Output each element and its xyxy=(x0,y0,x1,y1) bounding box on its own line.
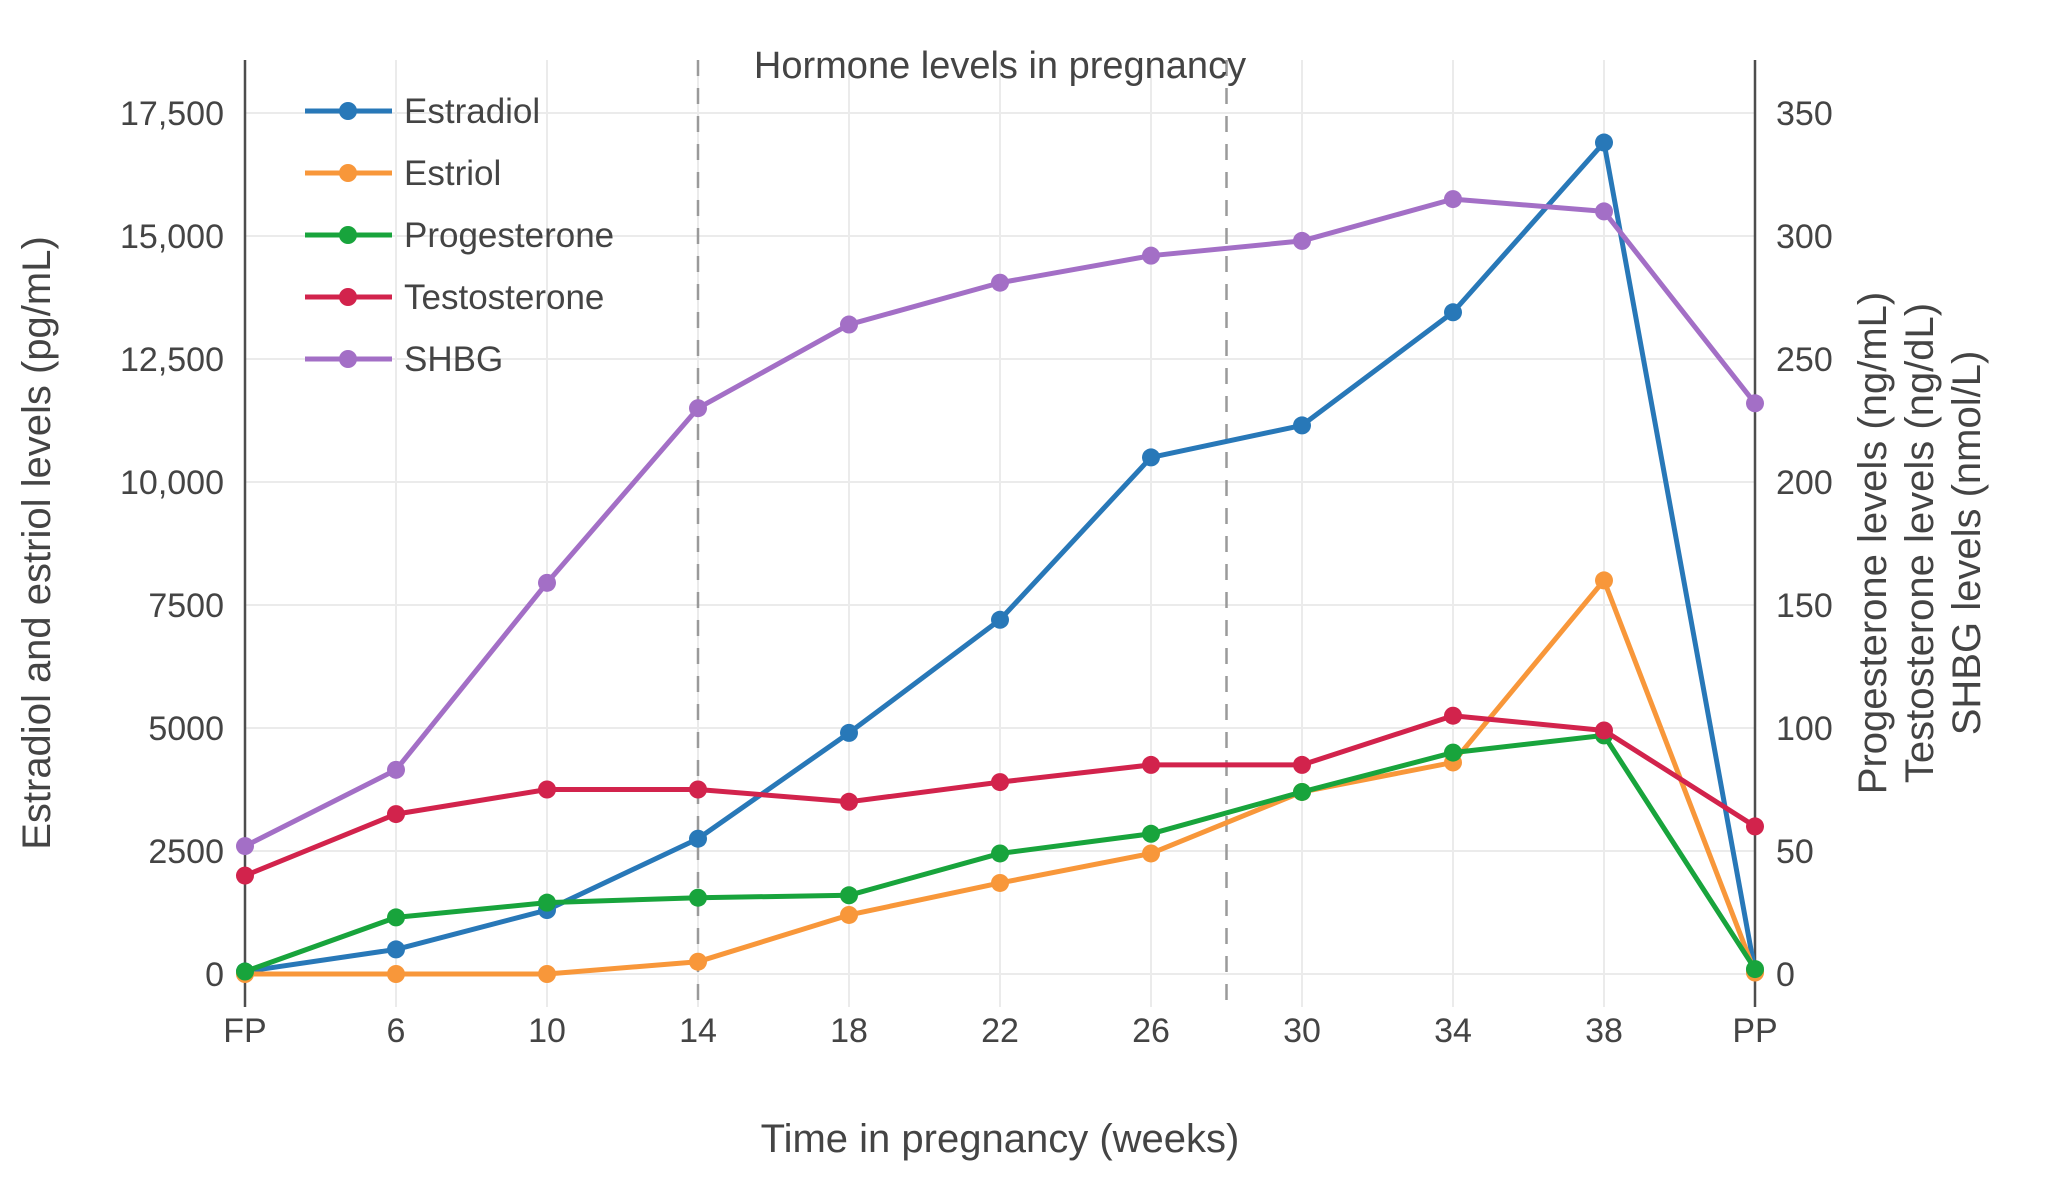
data-point-estradiol[interactable] xyxy=(1444,303,1462,322)
y-left-tick-label: 10,000 xyxy=(120,464,224,502)
data-point-shbg[interactable] xyxy=(387,760,405,779)
data-point-estriol[interactable] xyxy=(387,965,405,983)
data-point-progesterone[interactable] xyxy=(1444,743,1462,762)
y-axis-right-title-0: Progesterone levels (ng/mL) xyxy=(1851,292,1895,794)
data-point-shbg[interactable] xyxy=(991,273,1009,292)
data-point-shbg[interactable] xyxy=(538,573,556,592)
x-tick-label: FP xyxy=(223,1012,266,1050)
y-axis-right-title-1: Testosterone levels (ng/dL) xyxy=(1898,303,1942,783)
data-point-testosterone[interactable] xyxy=(1746,817,1764,836)
legend-label: Estradiol xyxy=(404,92,540,131)
data-point-progesterone[interactable] xyxy=(991,844,1009,863)
data-point-progesterone[interactable] xyxy=(1746,960,1764,979)
y-axis-right-title-2: SHBG levels (nmol/L) xyxy=(1945,351,1989,736)
x-tick-label: 22 xyxy=(981,1012,1019,1050)
data-point-shbg[interactable] xyxy=(236,837,254,856)
x-axis-title: Time in pregnancy (weeks) xyxy=(761,1117,1240,1161)
legend-marker-swatch xyxy=(339,164,357,182)
legend-label: Estriol xyxy=(404,154,501,193)
data-point-testosterone[interactable] xyxy=(538,780,556,799)
data-point-testosterone[interactable] xyxy=(1444,706,1462,725)
data-point-progesterone[interactable] xyxy=(387,908,405,927)
legend-item-shbg[interactable]: SHBG xyxy=(305,340,503,379)
data-point-shbg[interactable] xyxy=(1142,246,1160,265)
data-point-estradiol[interactable] xyxy=(689,829,707,848)
y-right-tick-label: 50 xyxy=(1776,833,1814,871)
data-point-estradiol[interactable] xyxy=(991,610,1009,629)
data-point-estriol[interactable] xyxy=(991,873,1009,892)
x-tick-label: 26 xyxy=(1132,1012,1170,1050)
y-right-tick-label: 200 xyxy=(1776,464,1833,502)
legend-item-estradiol[interactable]: Estradiol xyxy=(305,92,540,131)
x-tick-label: 18 xyxy=(830,1012,868,1050)
data-point-estriol[interactable] xyxy=(689,952,707,971)
data-point-testosterone[interactable] xyxy=(387,805,405,824)
data-point-progesterone[interactable] xyxy=(840,886,858,905)
data-point-estriol[interactable] xyxy=(1142,844,1160,863)
data-point-testosterone[interactable] xyxy=(1293,755,1311,774)
data-point-testosterone[interactable] xyxy=(689,780,707,799)
legend-label: SHBG xyxy=(404,340,503,379)
legend-marker-swatch xyxy=(339,102,357,120)
legend-marker-swatch xyxy=(339,350,357,368)
x-tick-label: 38 xyxy=(1585,1012,1623,1050)
data-point-estradiol[interactable] xyxy=(1595,133,1613,152)
y-right-tick-label: 300 xyxy=(1776,218,1833,256)
data-point-estriol[interactable] xyxy=(538,965,556,983)
y-right-tick-label: 100 xyxy=(1776,710,1833,748)
legend-marker-swatch xyxy=(339,288,357,306)
legend-label: Testosterone xyxy=(404,278,604,317)
data-point-progesterone[interactable] xyxy=(236,962,254,981)
legend-item-testosterone[interactable]: Testosterone xyxy=(305,278,604,317)
data-point-testosterone[interactable] xyxy=(991,773,1009,792)
data-point-testosterone[interactable] xyxy=(236,866,254,885)
data-point-progesterone[interactable] xyxy=(1142,824,1160,843)
y-right-tick-label: 150 xyxy=(1776,587,1833,625)
data-point-estriol[interactable] xyxy=(1595,571,1613,590)
data-point-shbg[interactable] xyxy=(1444,190,1462,209)
data-point-progesterone[interactable] xyxy=(1293,782,1311,801)
data-point-shbg[interactable] xyxy=(1293,231,1311,250)
y-left-tick-label: 5000 xyxy=(148,710,224,748)
data-point-testosterone[interactable] xyxy=(1142,755,1160,774)
data-point-progesterone[interactable] xyxy=(689,888,707,907)
chart-title: Hormone levels in pregnancy xyxy=(754,45,1246,87)
data-point-estriol[interactable] xyxy=(840,905,858,924)
legend: Estradiol Estriol Progesterone Testosterone… xyxy=(305,92,614,379)
x-tick-label: PP xyxy=(1732,1012,1777,1050)
data-point-testosterone[interactable] xyxy=(1595,721,1613,740)
data-point-shbg[interactable] xyxy=(1595,202,1613,221)
data-point-progesterone[interactable] xyxy=(538,893,556,912)
legend-marker-swatch xyxy=(339,226,357,244)
data-point-shbg[interactable] xyxy=(689,399,707,418)
y-axis-left-title: Estradiol and estriol levels (pg/mL) xyxy=(15,236,59,850)
x-tick-label: 30 xyxy=(1283,1012,1321,1050)
x-tick-label: 34 xyxy=(1434,1012,1472,1050)
data-point-estradiol[interactable] xyxy=(387,940,405,959)
x-tick-label: 10 xyxy=(528,1012,566,1050)
data-point-estradiol[interactable] xyxy=(1142,448,1160,467)
legend-item-estriol[interactable]: Estriol xyxy=(305,154,501,193)
y-left-tick-label: 15,000 xyxy=(120,218,224,256)
data-point-testosterone[interactable] xyxy=(840,792,858,811)
y-left-tick-label: 2500 xyxy=(148,833,224,871)
legend-item-progesterone[interactable]: Progesterone xyxy=(305,216,614,255)
y-left-tick-label: 0 xyxy=(205,956,224,994)
legend-label: Progesterone xyxy=(404,216,614,255)
y-right-tick-label: 350 xyxy=(1776,95,1833,133)
y-left-tick-label: 7500 xyxy=(148,587,224,625)
y-left-tick-label: 17,500 xyxy=(120,95,224,133)
data-point-estradiol[interactable] xyxy=(1293,416,1311,435)
data-point-estradiol[interactable] xyxy=(840,723,858,742)
data-point-shbg[interactable] xyxy=(1746,394,1764,413)
x-tick-label: 14 xyxy=(679,1012,717,1050)
y-right-tick-label: 250 xyxy=(1776,341,1833,379)
y-right-tick-label: 0 xyxy=(1776,956,1795,994)
y-left-tick-label: 12,500 xyxy=(120,341,224,379)
x-tick-label: 6 xyxy=(387,1012,406,1050)
data-point-shbg[interactable] xyxy=(840,315,858,334)
